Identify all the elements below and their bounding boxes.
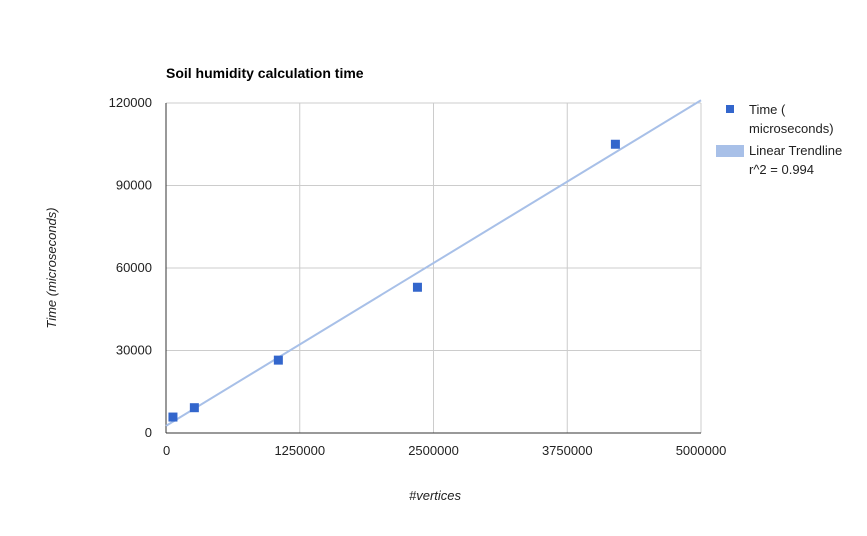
y-tick-label: 60000: [116, 260, 152, 275]
y-tick-label: 120000: [109, 95, 152, 110]
x-tick-label: 3750000: [542, 443, 593, 458]
data-point: [189, 403, 199, 413]
legend-label-r-squared: r^2 = 0.994: [749, 162, 814, 177]
data-point: [610, 139, 620, 149]
legend-label-time-line2: microseconds): [749, 121, 834, 136]
y-tick-labels: 0 30000 60000 90000 120000: [109, 95, 152, 440]
legend-marker-time: [726, 105, 734, 113]
data-point: [412, 282, 422, 292]
x-tick-label: 5000000: [676, 443, 727, 458]
legend-swatch-trendline: [716, 145, 744, 157]
legend-label-time-line1: Time (: [749, 102, 786, 117]
x-tick-label: 1250000: [274, 443, 325, 458]
legend: Time ( microseconds) Linear Trendline r^…: [716, 102, 842, 177]
data-point: [168, 412, 178, 422]
x-tick-label: 2500000: [408, 443, 459, 458]
data-point: [273, 355, 283, 365]
y-tick-label: 30000: [116, 343, 152, 358]
grid-lines: [166, 102, 702, 433]
x-axis-label: #vertices: [409, 488, 462, 503]
data-points: [168, 139, 620, 422]
trendline-line: [165, 99, 702, 427]
axes: [165, 103, 701, 434]
x-tick-label: 0: [163, 443, 170, 458]
trendline: [165, 99, 702, 427]
y-tick-label: 90000: [116, 178, 152, 193]
y-tick-label: 0: [145, 425, 152, 440]
x-tick-labels: 0 1250000 2500000 3750000 5000000: [163, 443, 726, 458]
chart-title: Soil humidity calculation time: [166, 65, 364, 81]
legend-label-trendline: Linear Trendline: [749, 143, 842, 158]
y-axis-label: Time (microseconds): [44, 207, 59, 328]
